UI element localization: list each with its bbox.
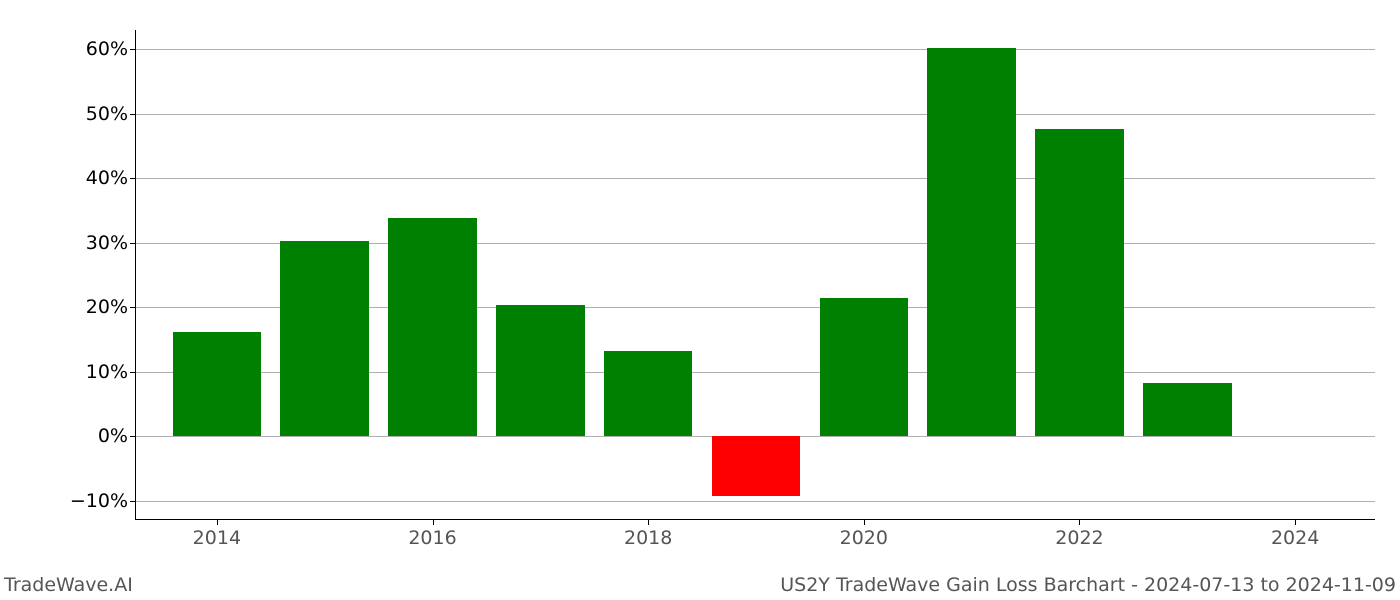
bar [1143, 383, 1231, 436]
bar [280, 241, 368, 436]
xtick-label: 2014 [193, 519, 241, 549]
ytick-label: 20% [86, 296, 136, 318]
footer-right-text: US2Y TradeWave Gain Loss Barchart - 2024… [780, 574, 1396, 596]
gridline [136, 501, 1375, 502]
ytick-label: 50% [86, 103, 136, 125]
bar [173, 332, 261, 436]
bar [604, 351, 692, 436]
gridline [136, 49, 1375, 50]
bar [388, 218, 476, 436]
xtick-label: 2022 [1055, 519, 1103, 549]
bar [496, 305, 584, 437]
ytick-label: 30% [86, 232, 136, 254]
gridline [136, 114, 1375, 115]
xtick-label: 2016 [408, 519, 456, 549]
xtick-label: 2020 [840, 519, 888, 549]
chart-container: −10% 0% 10% 20% 30% 40% 50% 60% 2014 2016 2018 2020… [0, 0, 1400, 600]
xtick-label: 2018 [624, 519, 672, 549]
ytick-label: 60% [86, 38, 136, 60]
footer-left-text: TradeWave.AI [4, 574, 133, 596]
ytick-label: 0% [98, 425, 136, 447]
plot-area: −10%0%10%20%30%40%50%60%2014201620182020… [135, 30, 1375, 520]
ytick-label: 40% [86, 167, 136, 189]
bar [820, 298, 908, 437]
xtick-label: 2024 [1271, 519, 1319, 549]
ytick-label: −10% [70, 490, 136, 512]
ytick-label: 10% [86, 361, 136, 383]
bar [712, 436, 800, 496]
gridline [136, 178, 1375, 179]
bar [927, 48, 1015, 436]
bar [1035, 129, 1123, 436]
